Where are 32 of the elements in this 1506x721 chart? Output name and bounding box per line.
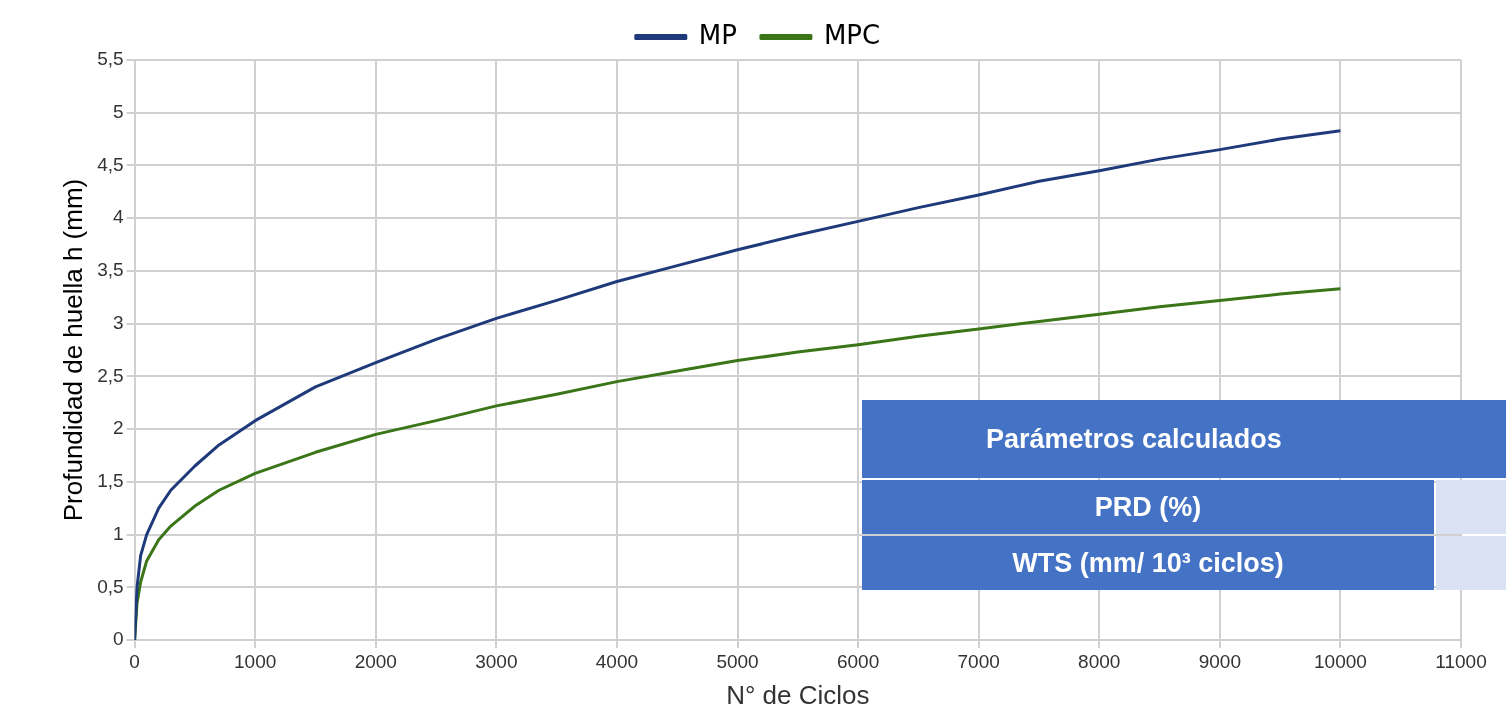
y-tick-label: 4,5 <box>97 153 124 175</box>
x-tick-label: 1000 <box>234 650 277 672</box>
y-tick-label: 2,5 <box>97 364 124 386</box>
y-tick-label: 4 <box>113 206 125 228</box>
x-tick-label: 11000 <box>1435 650 1487 672</box>
x-tick-label: 4000 <box>595 650 639 672</box>
legend-label: MP <box>698 19 737 50</box>
y-tick-label: 3,5 <box>97 259 124 281</box>
y-tick-label: 1,5 <box>97 470 124 492</box>
x-tick-label: 7000 <box>957 650 1000 672</box>
y-axis-title: Profundidad de huella h (mm) <box>57 178 88 522</box>
x-tick-label: 0 <box>129 650 140 672</box>
annotation: WTS (mm/ 10³ ciclos) <box>862 536 1434 590</box>
parameter-table: Parámetros calculados PRD (%) WTS (mm/ 10³ ciclos) <box>862 400 1506 592</box>
y-tick-label: 3 <box>113 311 124 333</box>
annotation: PRD (%) <box>862 480 1434 534</box>
y-tick-label: 0 <box>113 628 124 650</box>
y-tick-label: 5 <box>113 100 124 122</box>
x-tick-label: 9000 <box>1198 650 1241 672</box>
x-tick-label: 2000 <box>354 650 397 672</box>
x-tick-label: 3000 <box>475 650 518 672</box>
y-tick-label: 2 <box>113 417 124 439</box>
legend-label: MPC <box>823 19 881 50</box>
x-axis-title: N° de Ciclos <box>726 679 870 710</box>
y-tick-label: 0,5 <box>97 575 124 597</box>
annotation: Parámetros calculados <box>862 400 1506 478</box>
x-tick-label: 6000 <box>836 650 880 672</box>
x-tick-label: 8000 <box>1078 650 1121 672</box>
y-tick-label: 1 <box>113 522 124 544</box>
x-tick-label: 10000 <box>1314 650 1367 672</box>
x-tick-label: 5000 <box>716 650 759 672</box>
y-tick-label: 5,5 <box>97 48 124 70</box>
